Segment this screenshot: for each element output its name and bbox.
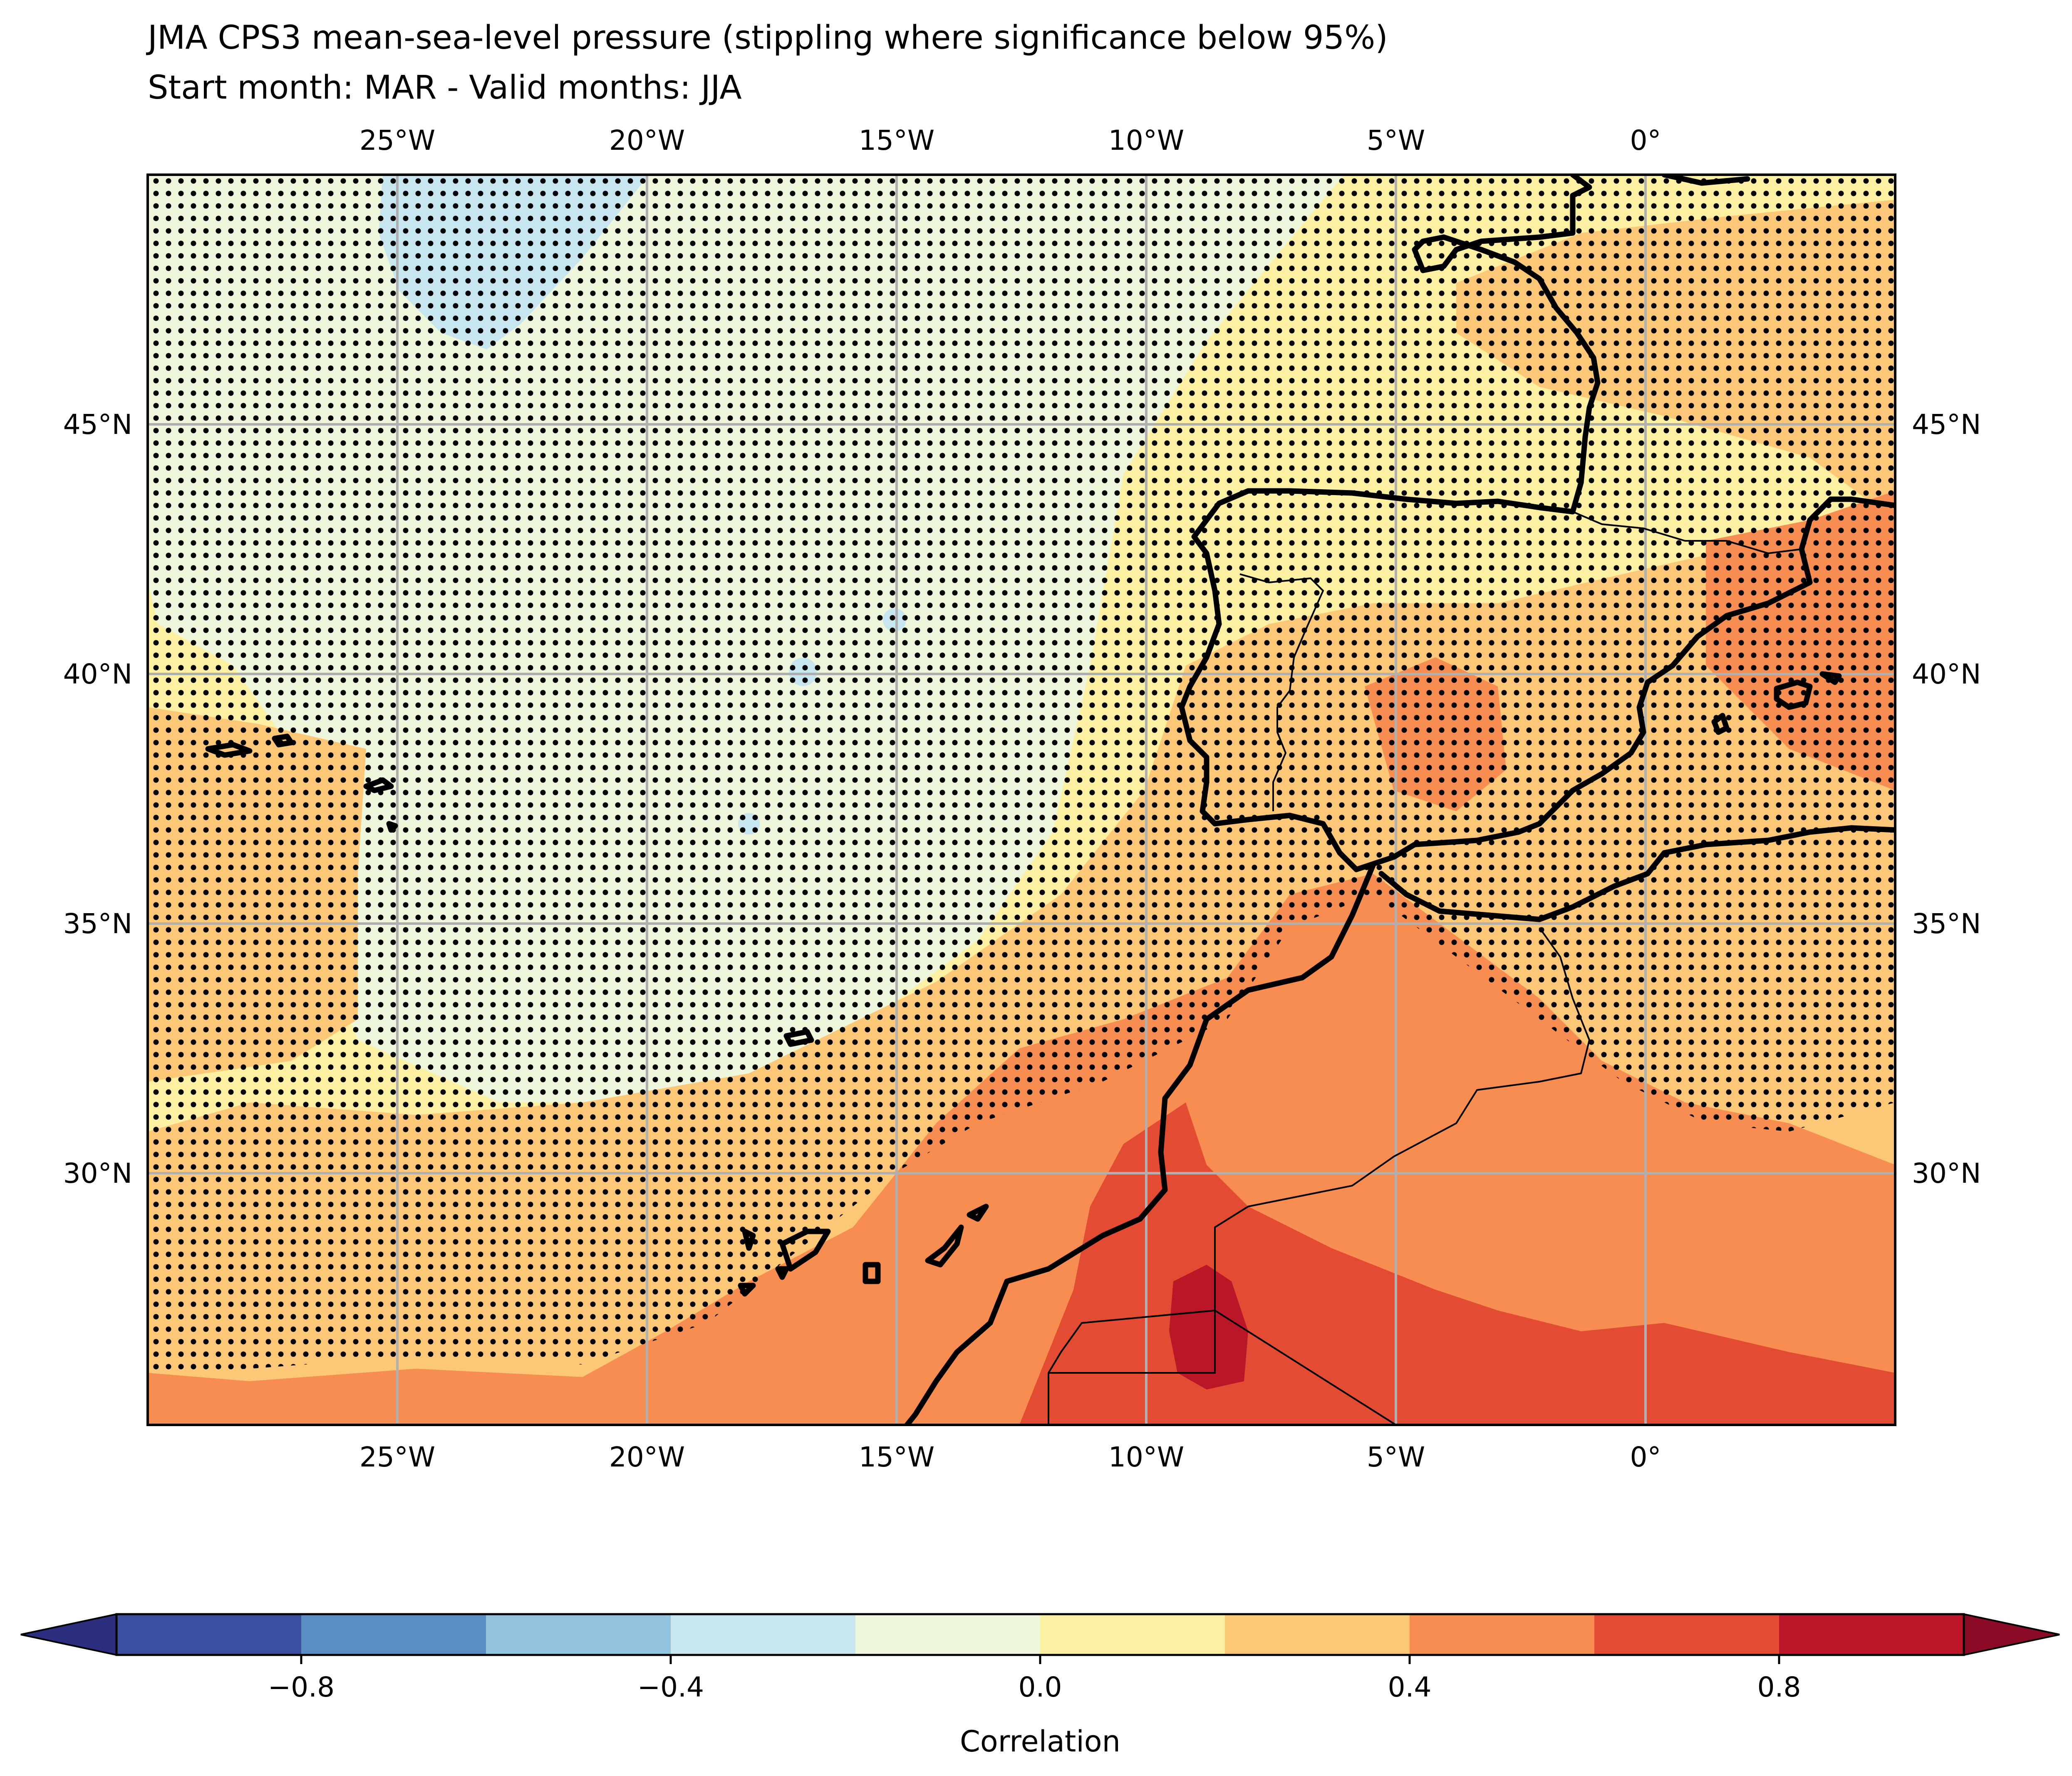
lat-label-right: 40°N (1912, 658, 1981, 690)
colorbar-segment (1594, 1614, 1779, 1655)
colorbar-segment (1410, 1614, 1594, 1655)
tenerife-island (779, 1229, 831, 1272)
field-band-0.4-0.6 (148, 874, 1895, 1425)
iberia-coastline (1179, 488, 1895, 872)
coastlines (205, 175, 1895, 1425)
colorbar-tick-label: −0.8 (268, 1671, 335, 1703)
lon-label-top: 25°W (359, 124, 435, 156)
map-frame (146, 173, 1896, 1426)
colorbar-segment (486, 1614, 671, 1655)
lon-label-top: 15°W (859, 124, 934, 156)
map-title-line-2: Start month: MAR - Valid months: JJA (148, 69, 742, 107)
azores-santa-maria-island (386, 821, 398, 833)
la-gomera-island (775, 1266, 789, 1280)
lon-label-bottom: 10°W (1108, 1441, 1184, 1473)
colorbar-tick-label: 0.8 (1757, 1671, 1801, 1703)
madeira-island (783, 1029, 814, 1047)
lat-label-left: 35°N (63, 908, 132, 940)
lanzarote-island (967, 1204, 989, 1222)
azores-pico-island (205, 742, 253, 758)
morocco-atlantic-coastline (904, 862, 1376, 1425)
colorbar-label: Correlation (960, 1724, 1120, 1759)
gridlines (148, 175, 1895, 1425)
menorca-island (1819, 671, 1842, 685)
map-title-line-1: JMA CPS3 mean-sea-level pressure (stippl… (148, 19, 1388, 57)
lon-label-bottom: 20°W (609, 1441, 685, 1473)
ibiza-island (1711, 713, 1730, 735)
spain-france-border (1572, 511, 1802, 555)
lon-label-bottom: 15°W (859, 1441, 934, 1473)
lat-label-left: 45°N (63, 409, 132, 441)
field-band-0.8-1.0 (1169, 1265, 1248, 1390)
colorbar-segment (1779, 1614, 1964, 1655)
correlation-field (148, 175, 1895, 1425)
colorbar-extend-low (20, 1613, 117, 1656)
lat-label-right: 45°N (1912, 409, 1981, 441)
colorbar-segment (1040, 1614, 1225, 1655)
azores-sao-miguel-island (363, 777, 394, 793)
lon-label-bottom: 5°W (1367, 1441, 1425, 1473)
morocco-algeria-border (1214, 927, 1591, 1310)
lon-label-bottom: 25°W (359, 1441, 435, 1473)
lat-label-right: 35°N (1912, 908, 1981, 940)
mallorca-island (1774, 679, 1813, 710)
lat-label-right: 30°N (1912, 1157, 1981, 1189)
colorbar-segment (1225, 1614, 1410, 1655)
colorbar-segment (855, 1614, 1040, 1655)
north-africa-mediterranean-coastline (1378, 825, 1895, 922)
lon-label-top: 5°W (1367, 124, 1425, 156)
spain-portugal-border (1239, 573, 1324, 811)
colorbar-extend-high (1963, 1613, 2060, 1656)
western-sahara-border (1048, 1310, 1397, 1425)
fuerteventura-island (925, 1224, 964, 1268)
gran-canaria-island (863, 1262, 881, 1284)
colorbar-ticks: −0.8 −0.4 0.0 0.4 0.8 (268, 1655, 1801, 1703)
lon-label-top: 0° (1630, 124, 1661, 156)
western-sahara-mauritania-border (1048, 1310, 1216, 1374)
brittany-coastline (1412, 230, 1576, 273)
colorbar-segment (116, 1614, 301, 1655)
colorbar-tick-label: 0.4 (1388, 1671, 1432, 1703)
map-panel: 25°W 20°W 15°W 10°W 5°W 0° 25°W 20°W 15°… (63, 124, 1981, 1473)
stippling-non-significant (148, 175, 1895, 1373)
colorbar-segments (116, 1614, 1964, 1655)
france-coastline (1412, 175, 1750, 515)
longitude-labels: 25°W 20°W 15°W 10°W 5°W 0° 25°W 20°W 15°… (359, 124, 1661, 1473)
lon-label-top: 10°W (1108, 124, 1184, 156)
country-borders (1048, 511, 1802, 1425)
colorbar: −0.8 −0.4 0.0 0.4 0.8 Correlation (20, 1613, 2060, 1759)
colorbar-segment (671, 1614, 855, 1655)
el-hierro-island (738, 1283, 756, 1297)
lon-label-bottom: 0° (1630, 1441, 1661, 1473)
lat-label-left: 40°N (63, 658, 132, 690)
colorbar-tick-label: −0.4 (637, 1671, 704, 1703)
azores-terceira-island (272, 733, 294, 748)
colorbar-segment (301, 1614, 486, 1655)
la-palma-island (742, 1229, 756, 1251)
colorbar-tick-label: 0.0 (1019, 1671, 1062, 1703)
lat-label-left: 30°N (63, 1157, 132, 1189)
lon-label-top: 20°W (609, 124, 685, 156)
latitude-labels: 45°N 40°N 35°N 30°N 45°N 40°N 35°N 30°N (63, 409, 1981, 1189)
